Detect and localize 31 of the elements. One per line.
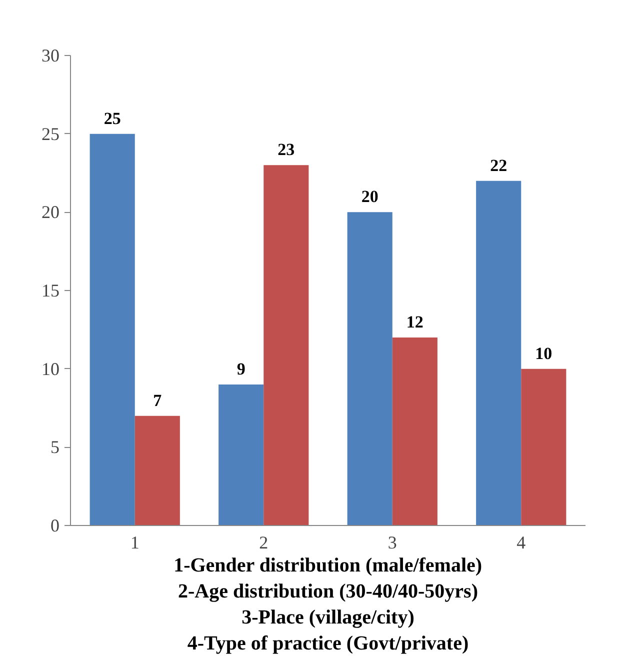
y-tick-label: 30	[42, 46, 60, 66]
text: 1-Gender distribution (male/female)	[174, 554, 482, 576]
bar	[90, 134, 135, 526]
data-label: 12	[406, 312, 424, 332]
x-tick-label: 3	[388, 532, 397, 552]
x-tick-label: 2	[259, 532, 268, 552]
bar	[521, 368, 566, 526]
bar	[347, 212, 392, 526]
text: 2-Age distribution (30-40/40-50yrs)	[178, 580, 478, 602]
data-label: 10	[535, 344, 552, 363]
y-tick-label: 5	[50, 437, 60, 458]
y-tick-label: 15	[42, 280, 60, 300]
bar	[134, 416, 180, 526]
data-label: 20	[361, 187, 378, 206]
y-tick-label: 25	[42, 124, 60, 144]
x-tick-label: 4	[516, 532, 526, 552]
data-label: 7	[153, 390, 162, 410]
y-tick-label: 0	[50, 516, 60, 536]
text: 3-Place (village/city)	[242, 606, 414, 628]
bar	[392, 338, 438, 526]
text: 4-Type of practice (Govt/private)	[187, 632, 469, 654]
bar	[264, 165, 309, 526]
y-tick-label: 10	[42, 358, 60, 379]
y-tick-label: 20	[42, 202, 60, 222]
x-tick-label: 1	[130, 532, 140, 552]
data-label: 9	[236, 360, 246, 378]
bar	[218, 384, 264, 526]
data-label: 25	[104, 108, 121, 128]
data-label: 23	[278, 140, 295, 160]
bar	[476, 180, 522, 526]
data-label: 22	[490, 156, 508, 175]
